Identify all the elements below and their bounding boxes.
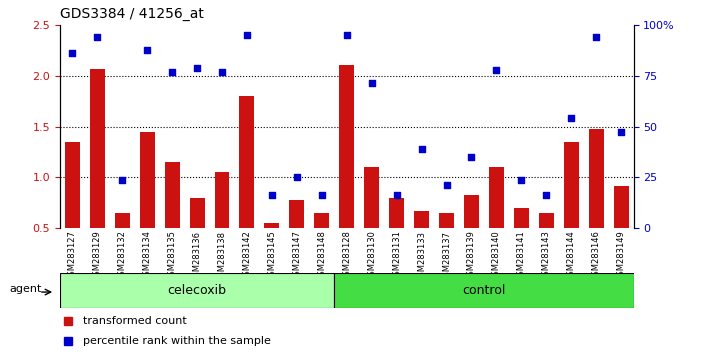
Text: GSM283147: GSM283147 — [292, 230, 301, 281]
Bar — [464, 195, 479, 228]
Bar — [314, 213, 329, 228]
Text: GSM283129: GSM283129 — [93, 230, 102, 281]
Bar — [265, 223, 279, 228]
Bar — [289, 200, 304, 228]
Bar — [239, 96, 254, 228]
Text: GSM283144: GSM283144 — [567, 230, 576, 281]
Point — [67, 50, 78, 56]
Bar — [364, 167, 379, 228]
Text: celecoxib: celecoxib — [168, 284, 227, 297]
Text: GDS3384 / 41256_at: GDS3384 / 41256_at — [60, 7, 203, 21]
Text: GSM283135: GSM283135 — [168, 230, 177, 281]
Text: GSM283138: GSM283138 — [218, 230, 227, 281]
Bar — [439, 213, 454, 228]
Point — [117, 178, 128, 183]
Point — [541, 192, 552, 198]
Text: control: control — [463, 284, 505, 297]
Text: GSM283127: GSM283127 — [68, 230, 77, 281]
Text: GSM283139: GSM283139 — [467, 230, 476, 281]
Text: GSM283130: GSM283130 — [367, 230, 376, 281]
Point — [241, 32, 253, 38]
Point — [341, 32, 353, 38]
Point — [591, 34, 602, 40]
Point — [366, 80, 377, 86]
Bar — [339, 65, 354, 228]
Text: percentile rank within the sample: percentile rank within the sample — [83, 336, 270, 346]
Text: GSM283133: GSM283133 — [417, 230, 426, 281]
Text: GSM283149: GSM283149 — [617, 230, 626, 281]
Point — [491, 67, 502, 72]
Point — [615, 129, 627, 135]
Bar — [115, 213, 130, 228]
Point — [466, 154, 477, 160]
Text: GSM283146: GSM283146 — [591, 230, 601, 281]
Text: GSM283141: GSM283141 — [517, 230, 526, 281]
Bar — [614, 185, 629, 228]
Point — [316, 192, 327, 198]
Bar — [139, 132, 155, 228]
Text: GSM283148: GSM283148 — [318, 230, 326, 281]
Bar — [389, 198, 404, 228]
Bar — [90, 69, 105, 228]
Text: GSM283137: GSM283137 — [442, 230, 451, 281]
Point — [191, 65, 203, 70]
Point — [516, 178, 527, 183]
Bar — [414, 211, 429, 228]
Text: GSM283143: GSM283143 — [542, 230, 551, 281]
Text: GSM283145: GSM283145 — [268, 230, 277, 281]
Text: GSM283136: GSM283136 — [192, 230, 201, 281]
Bar — [589, 129, 603, 228]
Point — [92, 34, 103, 40]
Point — [565, 115, 577, 121]
Point — [391, 192, 402, 198]
Point — [416, 146, 427, 152]
Point — [266, 192, 277, 198]
Text: GSM283142: GSM283142 — [242, 230, 251, 281]
Point — [291, 175, 303, 180]
Bar — [215, 172, 230, 228]
Point — [441, 182, 452, 187]
Bar — [334, 273, 634, 308]
Text: GSM283140: GSM283140 — [492, 230, 501, 281]
Text: agent: agent — [9, 284, 42, 293]
Text: GSM283131: GSM283131 — [392, 230, 401, 281]
Text: transformed count: transformed count — [83, 316, 187, 326]
Bar — [514, 208, 529, 228]
Bar — [65, 142, 80, 228]
Text: GSM283134: GSM283134 — [143, 230, 151, 281]
Point — [142, 47, 153, 53]
Bar — [189, 198, 205, 228]
Point — [216, 69, 227, 74]
Bar — [165, 162, 180, 228]
Bar — [539, 213, 554, 228]
Point — [166, 69, 177, 74]
Bar — [564, 142, 579, 228]
Text: GSM283132: GSM283132 — [118, 230, 127, 281]
Bar — [489, 167, 504, 228]
Bar — [60, 273, 334, 308]
Text: GSM283128: GSM283128 — [342, 230, 351, 281]
